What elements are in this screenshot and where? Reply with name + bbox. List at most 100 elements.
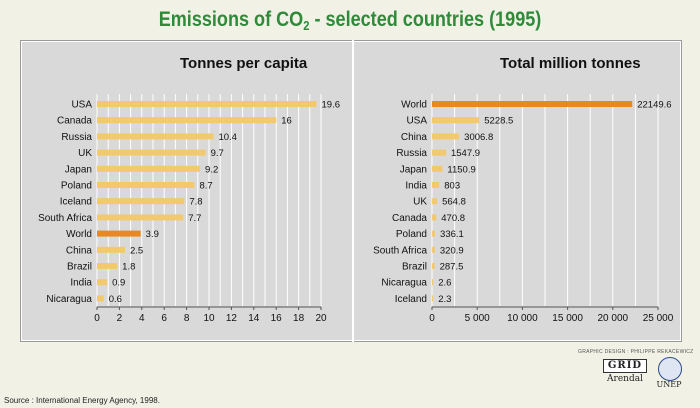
source-note: Source : International Energy Agency, 19… [4, 396, 160, 405]
panel2-bar-china [432, 133, 460, 140]
panel1-x-tick-label: 18 [293, 313, 305, 324]
panel1-category-label: Canada [57, 116, 92, 127]
panel1-bar-poland [97, 182, 195, 188]
panel2-category-label: Nicaragua [381, 278, 427, 289]
panel2-category-label: South Africa [373, 245, 427, 256]
panel2-category-label: Poland [396, 229, 427, 240]
panel1-value-label: 7.8 [189, 197, 202, 208]
panel2-value-label: 1150.9 [447, 164, 475, 175]
panel2-category-label: Russia [396, 148, 427, 159]
title-subscript: 2 [303, 18, 310, 33]
panel1-title: Tonnes per capita [180, 55, 308, 72]
panel2-bar-iceland [432, 295, 434, 302]
panel2-value-label: 5228.5 [484, 116, 513, 127]
chart-main-title: Emissions of CO2 - selected countries (1… [49, 8, 651, 33]
panel1-category-label: USA [71, 100, 92, 111]
panel2-bar-india [432, 182, 440, 188]
panel1-category-label: World [66, 229, 92, 240]
panel1-x-tick-label: 2 [117, 313, 123, 324]
panel2-x-tick-label: 0 [429, 313, 435, 324]
panel1-bar-nicaragua [97, 295, 104, 302]
panel1-category-label: South Africa [38, 213, 92, 224]
panel1-bar-india [97, 279, 108, 286]
panel1-value-label: 10.4 [218, 132, 237, 143]
arendal-logo-text: Arendal [607, 374, 643, 384]
panel1-x-tick-label: 4 [139, 313, 145, 324]
panel1-bar-uk [97, 149, 206, 156]
panel2-x-tick-label: 5 000 [465, 313, 490, 324]
title-text-main: Emissions of CO [158, 8, 304, 31]
panel1-value-label: 9.7 [211, 148, 224, 159]
panel2-title: Total million tonnes [500, 55, 641, 72]
panel1-value-label: 19.6 [322, 100, 341, 111]
panel2-category-label: UK [413, 197, 427, 208]
panel2-value-label: 287.5 [440, 262, 464, 273]
unep-emblem-icon [658, 357, 682, 381]
panel2-value-label: 1547.9 [451, 148, 480, 159]
title-text-tail: - selected countries (1995) [309, 8, 542, 31]
panel2-value-label: 22149.6 [637, 100, 671, 111]
panel1-x-tick-label: 16 [271, 313, 283, 324]
panel2-value-label: 803 [444, 181, 460, 192]
panel2-x-tick-label: 25 000 [643, 313, 674, 324]
panel1-category-label: UK [78, 148, 92, 159]
panel2-x-tick-label: 20 000 [598, 313, 629, 324]
panel2-category-label: Brazil [402, 262, 427, 273]
panel1-value-label: 0.9 [112, 278, 125, 289]
panel2-value-label: 2.6 [438, 278, 451, 289]
panel1-value-label: 0.6 [109, 294, 122, 305]
panel1-x-tick-label: 0 [94, 313, 100, 324]
panel1-bar-world [97, 230, 141, 237]
panel2-bar-japan [432, 165, 443, 172]
panel2-category-label: Iceland [395, 294, 427, 305]
panel2-category-label: USA [406, 116, 427, 127]
panel1-category-label: Japan [65, 164, 92, 175]
unep-logo-text: UNEP [656, 380, 682, 389]
panel1-bar-brazil [97, 263, 118, 269]
panel2-value-label: 470.8 [441, 213, 465, 224]
panel2-bar-usa [432, 117, 480, 124]
panel1-value-label: 8.7 [199, 181, 212, 192]
panel1-bar-china [97, 246, 125, 253]
panel2-bar-russia [432, 149, 446, 156]
panel1-x-tick-label: 10 [203, 313, 215, 324]
panel1-category-label: India [70, 278, 92, 289]
panel2-bar-uk [432, 198, 438, 205]
panel2-bar-south-africa [432, 246, 435, 253]
panel1-category-label: Nicaragua [46, 294, 92, 305]
panel1-x-tick-label: 20 [315, 313, 327, 324]
panel1-category-label: China [66, 245, 93, 256]
panel1-bar-canada [97, 117, 277, 124]
panel1-x-tick-label: 12 [226, 313, 238, 324]
panel2-value-label: 3006.8 [464, 132, 493, 143]
panel2-category-label: India [405, 181, 427, 192]
panel1-value-label: 9.2 [205, 164, 218, 175]
panel2-bar-poland [432, 230, 436, 237]
panel2-category-label: World [401, 100, 427, 111]
panel2-bar-nicaragua [432, 279, 434, 286]
panel2-bar-canada [432, 214, 437, 221]
panel2-bar-brazil [432, 263, 435, 269]
panel1-x-tick-label: 8 [184, 313, 190, 324]
panel1-x-tick-label: 6 [161, 313, 167, 324]
panel1-bar-iceland [97, 198, 185, 205]
graphic-design-credit: GRAPHIC DESIGN : PHILIPPE REKACEWICZ [578, 349, 694, 355]
panel1-category-label: Brazil [67, 262, 92, 273]
panel2-value-label: 2.3 [438, 294, 451, 305]
panel2-category-label: Canada [392, 213, 427, 224]
panel2-category-label: China [401, 132, 428, 143]
panel1-value-label: 1.8 [122, 262, 135, 273]
panel1-value-label: 2.5 [130, 245, 143, 256]
panel2-x-tick-label: 15 000 [552, 313, 583, 324]
panel2-value-label: 564.8 [442, 197, 466, 208]
panel1-bar-japan [97, 165, 201, 172]
panel1-category-label: Iceland [60, 197, 92, 208]
panel1-value-label: 16 [281, 116, 292, 127]
grid-logo: GRID [603, 359, 647, 373]
panel2-value-label: 320.9 [440, 245, 464, 256]
panel1-x-tick-label: 14 [248, 313, 260, 324]
panel1-value-label: 7.7 [188, 213, 201, 224]
panel-divider [352, 40, 354, 342]
panel1-category-label: Poland [61, 181, 92, 192]
